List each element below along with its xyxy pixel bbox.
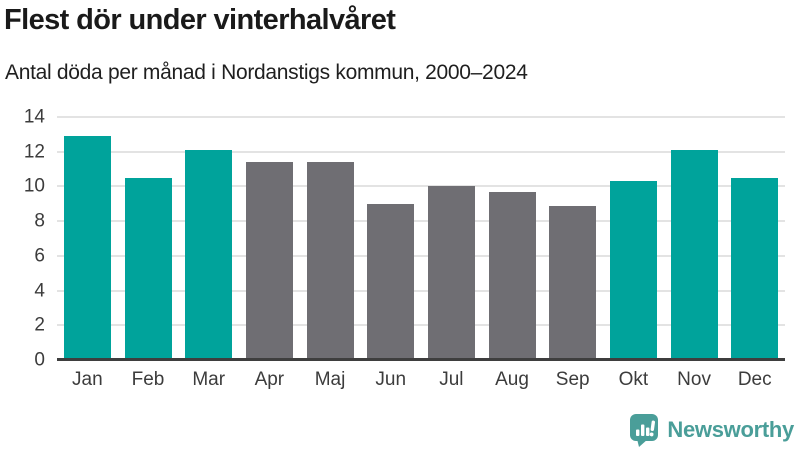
newsworthy-logo: Newsworthy — [629, 413, 794, 447]
bar-feb — [124, 177, 172, 360]
bar-apr — [245, 162, 293, 360]
x-tick-label-apr: Apr — [254, 369, 285, 390]
y-tick-label-0: 0 — [34, 349, 45, 371]
bar-series — [57, 117, 785, 360]
bar-column-dec — [724, 117, 785, 360]
bar-aug — [488, 191, 536, 360]
bar-column-maj — [300, 117, 361, 360]
gridline-y-10 — [57, 185, 785, 188]
x-tick-label-mar: Mar — [192, 369, 226, 390]
bar-column-nov — [664, 117, 725, 360]
y-tick-label-4: 4 — [34, 280, 45, 302]
bar-column-jul — [421, 117, 482, 360]
x-tick-label-okt: Okt — [618, 369, 649, 390]
bar-jun — [367, 203, 415, 360]
gridline-y-6 — [57, 254, 785, 257]
bar-column-apr — [239, 117, 300, 360]
bar-column-jan — [57, 117, 118, 360]
y-tick-label-6: 6 — [34, 245, 45, 267]
gridline-y-4 — [57, 289, 785, 292]
newsworthy-speech-bubble-bar-chart-icon — [630, 414, 659, 447]
bar-nov — [670, 149, 718, 360]
y-tick-label-8: 8 — [34, 210, 45, 232]
x-axis-line — [57, 358, 785, 361]
y-axis-tick-labels: 0 2 4 6 8 10 12 14 — [0, 108, 45, 370]
bar-column-okt — [603, 117, 664, 360]
bar-sep — [549, 205, 597, 360]
bar-dec — [731, 177, 779, 360]
y-tick-label-12: 12 — [23, 141, 45, 163]
x-tick-label-jun: Jun — [375, 369, 407, 390]
chart-subtitle: Antal döda per månad i Nordanstigs kommu… — [5, 61, 528, 84]
bar-maj — [306, 162, 354, 360]
x-axis-tick-labels: Jan Feb Mar Apr Maj Jun Jul Aug Sep Okt Nov Dec — [57, 369, 785, 395]
bar-column-mar — [178, 117, 239, 360]
y-tick-label-10: 10 — [23, 175, 45, 197]
gridline-y-14 — [57, 116, 785, 118]
bar-column-sep — [542, 117, 603, 360]
gridline-y-2 — [57, 324, 785, 327]
bar-jul — [427, 186, 475, 360]
chart-title: Flest dör under vinterhalvåret — [4, 4, 396, 36]
x-tick-label-dec: Dec — [737, 369, 772, 390]
bar-column-aug — [482, 117, 543, 360]
bar-chart-plot-area — [57, 116, 785, 361]
x-tick-label-aug: Aug — [495, 369, 529, 390]
bar-mar — [185, 149, 233, 360]
gridline-y-8 — [57, 220, 785, 223]
x-tick-label-jul: Jul — [439, 369, 464, 390]
x-tick-label-maj: Maj — [314, 369, 346, 390]
y-tick-label-2: 2 — [34, 314, 45, 336]
bar-column-jun — [360, 117, 421, 360]
y-tick-label-14: 14 — [23, 106, 45, 128]
gridline-y-12 — [57, 150, 785, 153]
bar-column-feb — [118, 117, 179, 360]
x-tick-label-feb: Feb — [131, 369, 165, 390]
x-tick-label-nov: Nov — [677, 369, 711, 390]
x-tick-label-sep: Sep — [555, 369, 590, 390]
bar-jan — [63, 136, 111, 360]
x-tick-label-jan: Jan — [72, 369, 103, 390]
bar-okt — [609, 181, 657, 360]
newsworthy-brand-name: Newsworthy — [667, 417, 794, 442]
